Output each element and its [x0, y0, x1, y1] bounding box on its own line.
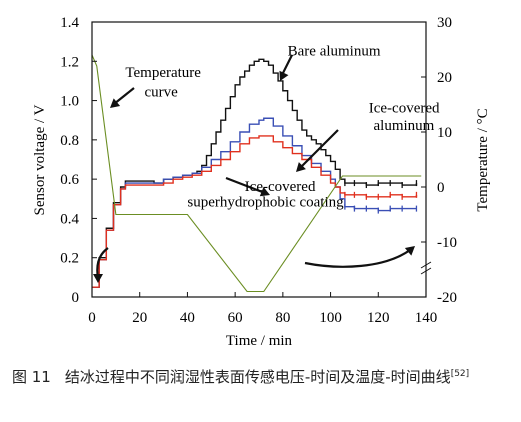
y-axis-label: Sensor voltage / V — [32, 104, 48, 215]
axis-break-mark — [420, 261, 432, 275]
x-tick-label: 0 — [88, 310, 96, 326]
y2-tick-label: 20 — [437, 70, 452, 86]
annotation-label: aluminum — [374, 118, 435, 134]
figure-caption: 图 11 结冰过程中不同润湿性表面传感电压-时间及温度-时间曲线[52] — [12, 364, 512, 391]
caption-reference: [52] — [450, 369, 470, 379]
annotation-arrowhead — [259, 186, 270, 197]
annotation-arrowhead — [110, 98, 121, 108]
annotations: Temperature curve Bare aluminum Ice-covered… — [125, 43, 440, 210]
annotation-label: Bare aluminum — [288, 43, 381, 59]
y2-tick-label: 10 — [437, 125, 452, 141]
annotation-arrowhead — [404, 246, 415, 256]
y-tick-label: 0 — [72, 290, 80, 306]
annotation-arrowhead — [296, 162, 306, 172]
x-tick-label: 140 — [415, 310, 438, 326]
y-tick-label: 1.4 — [60, 15, 79, 31]
x-tick-label: 60 — [228, 310, 243, 326]
y-tick-label: 0.8 — [60, 133, 79, 149]
y-tick-label: 0.6 — [60, 172, 79, 188]
y-tick-label: 0.4 — [60, 211, 79, 227]
y2-tick-label: 0 — [437, 180, 445, 196]
annotation-label: superhydrophobic coating — [187, 195, 344, 211]
annotation-arrows — [93, 54, 415, 283]
x-axis-label: Time / min — [226, 333, 293, 349]
y2-tick-label: 30 — [437, 15, 452, 31]
annotation-arrow — [113, 87, 135, 105]
series-line-1 — [92, 117, 417, 288]
x-tick-label: 40 — [180, 310, 195, 326]
y-tick-label: 0.2 — [60, 251, 79, 267]
plot-frame — [91, 21, 427, 298]
annotation-label: Ice-covered — [369, 100, 440, 116]
y2-tick-label: -20 — [437, 290, 457, 306]
series-line-0 — [92, 58, 418, 288]
caption-figure-number: 图 11 — [12, 368, 51, 386]
x-tick-label: 100 — [319, 310, 342, 326]
y-tick-label: 1.2 — [60, 54, 79, 70]
sensor-voltage-temperature-chart: 0 20 40 60 80 100 120 14000.20.40.60.81.01.21.4… — [32, 15, 491, 349]
caption-text: 结冰过程中不同润湿性表面传感电压-时间及温度-时间曲线 — [64, 368, 451, 386]
annotation-arrow — [299, 129, 339, 169]
x-tick-label: 120 — [367, 310, 390, 326]
annotation-arrow — [281, 54, 293, 76]
series-layer — [92, 54, 422, 293]
y-tick-label: 1.0 — [60, 94, 79, 110]
axes: 0 20 40 60 80 100 120 14000.20.40.60.81.01.21.4… — [60, 15, 457, 326]
annotation-arrowhead — [93, 274, 103, 283]
x-tick-label: 20 — [132, 310, 147, 326]
annotation-label: Ice-covered — [245, 179, 316, 195]
y2-tick-label: -10 — [437, 235, 457, 251]
annotation-arrowhead — [279, 70, 289, 81]
x-tick-label: 80 — [275, 310, 290, 326]
series-line-3 — [92, 54, 422, 293]
annotation-label: Temperature — [125, 65, 201, 81]
annotation-arrow — [225, 176, 266, 195]
annotation-arrow — [304, 249, 411, 268]
annotation-label: curve — [144, 85, 178, 101]
y2-axis-label: Temperature / °C — [475, 108, 491, 211]
